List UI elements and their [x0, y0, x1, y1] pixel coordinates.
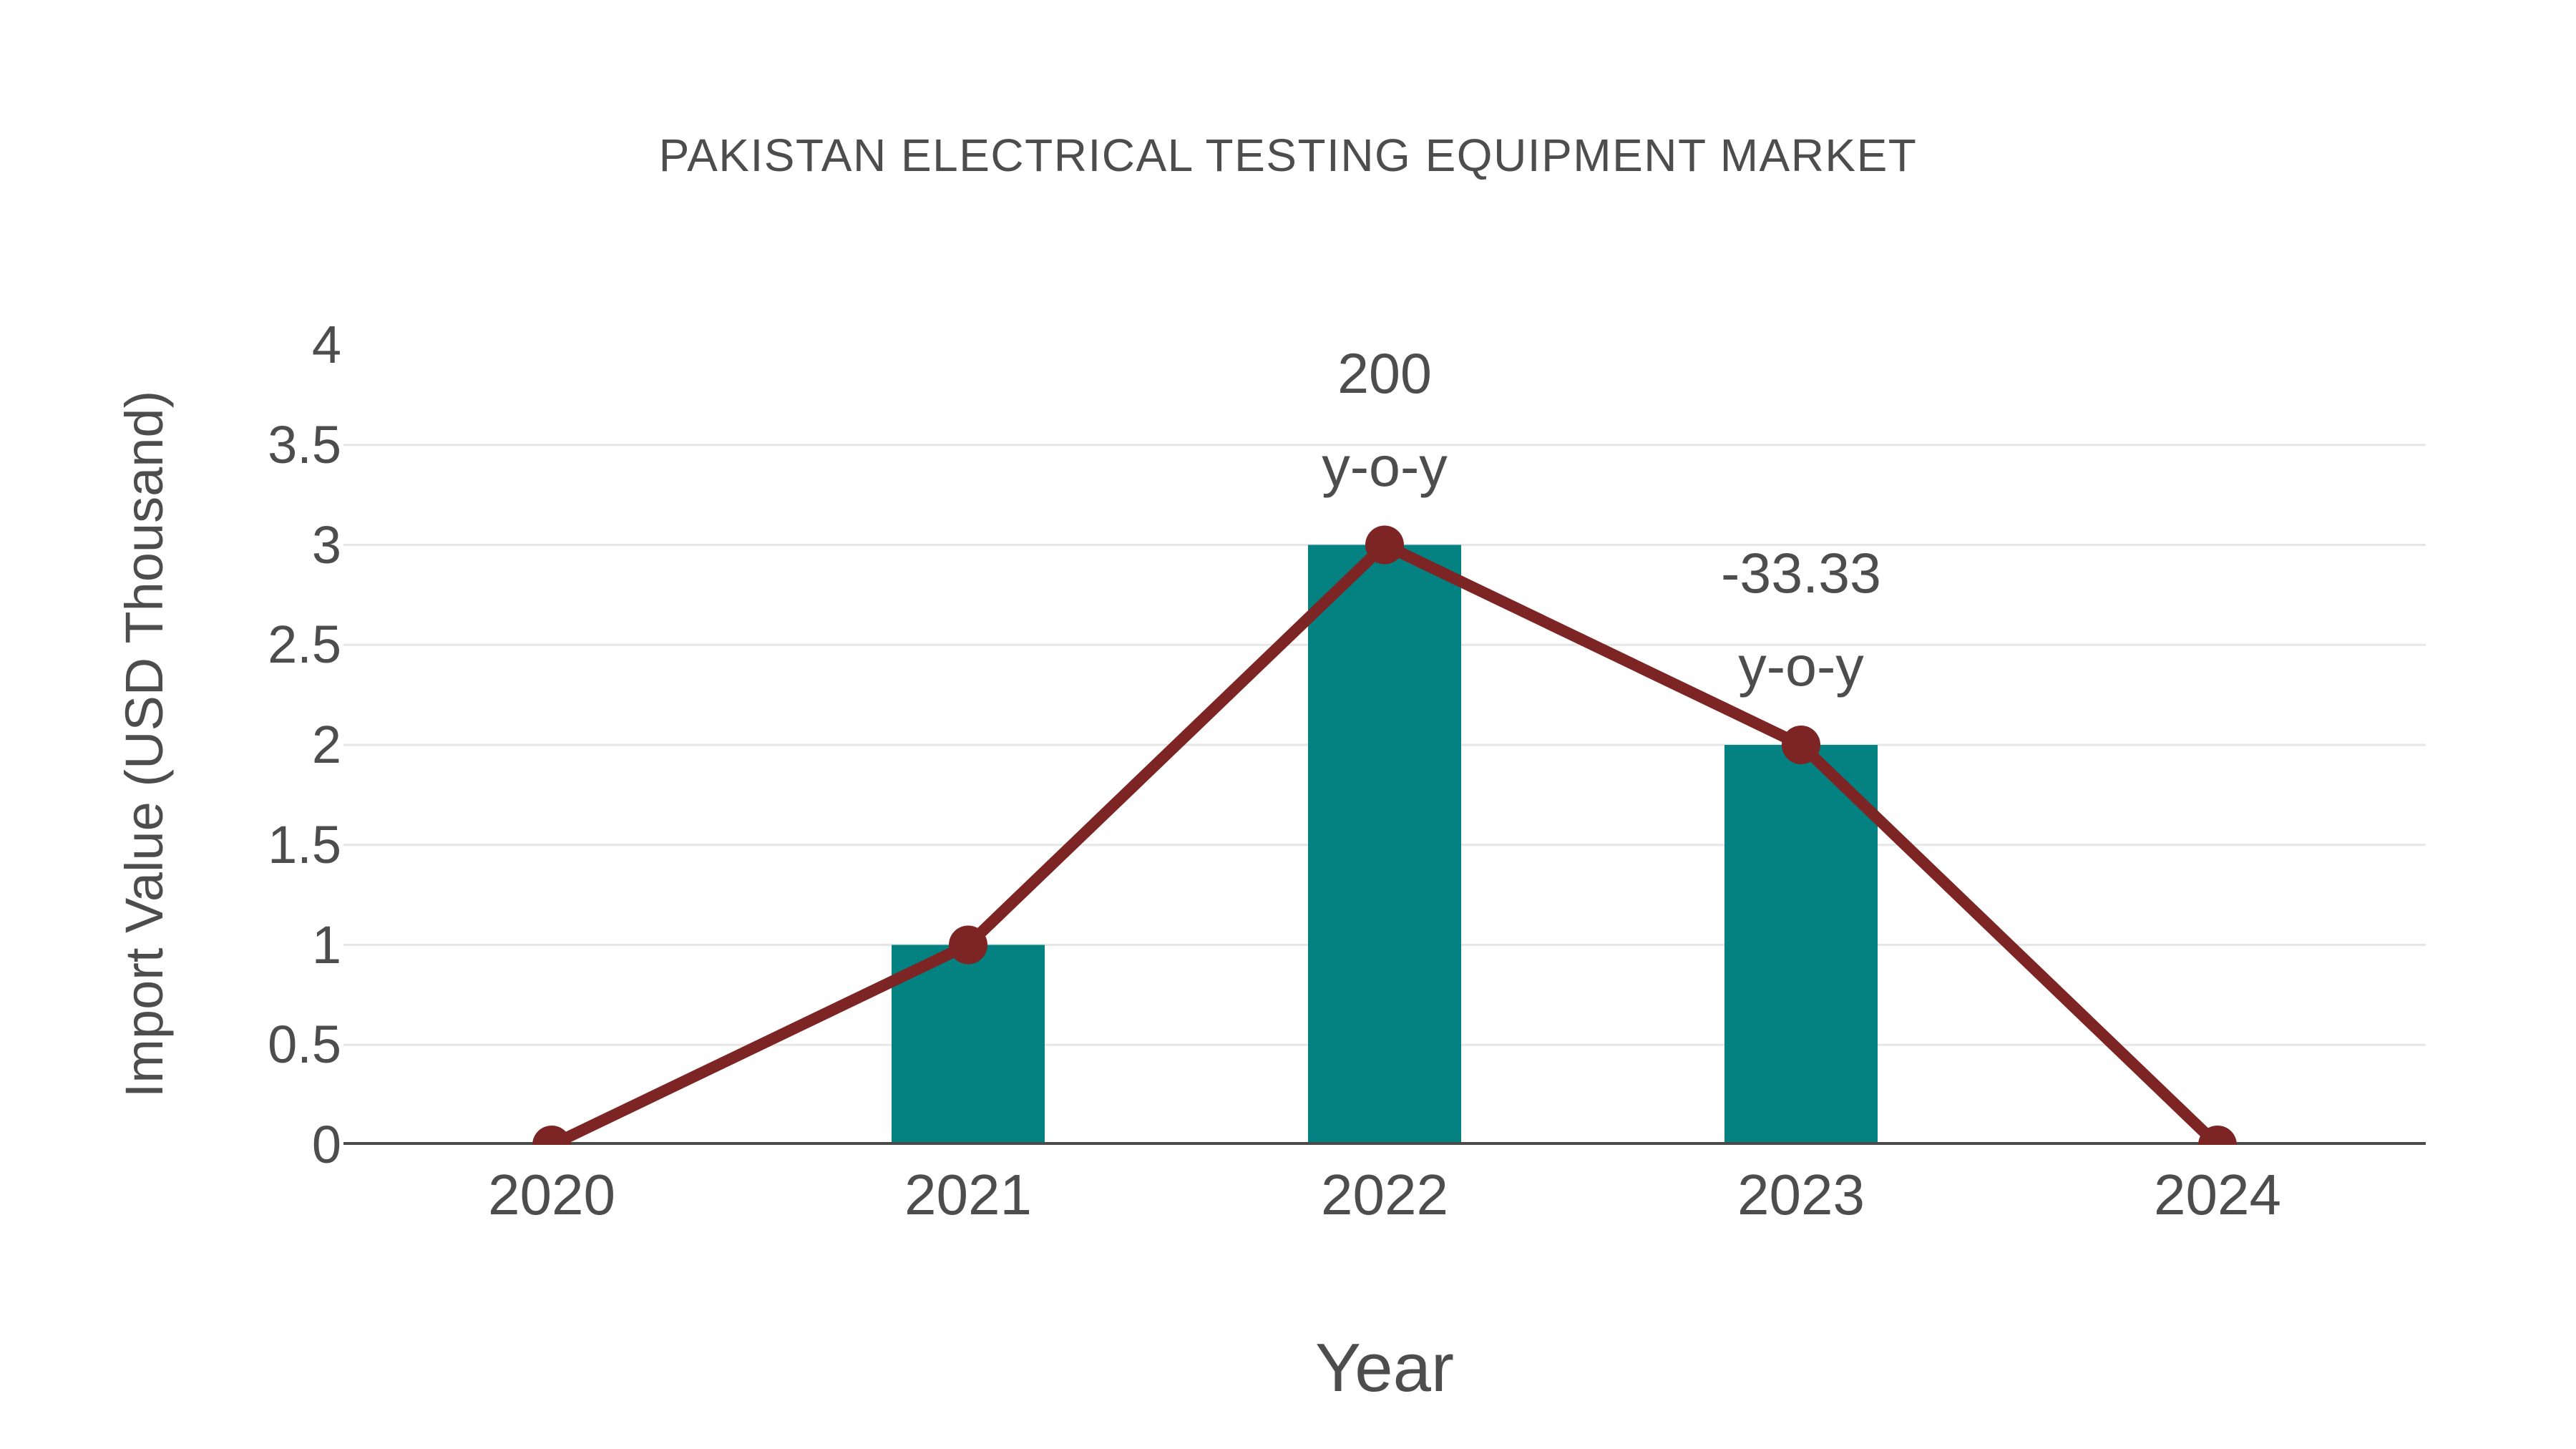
plot-area — [343, 444, 2426, 1145]
x-tick-label: 2021 — [904, 1163, 1032, 1226]
y-tick-label: 4 — [311, 315, 341, 374]
annotation-2022: 200 y-o-y — [1322, 327, 1448, 513]
bar-2022 — [1308, 545, 1461, 1145]
y-tick-label: 0 — [311, 1115, 341, 1174]
marker-2022 — [1365, 525, 1404, 565]
annotation-line: y-o-y — [1738, 634, 1864, 698]
marker-2023 — [1782, 726, 1820, 764]
chart-title: PAKISTAN ELECTRICAL TESTING EQUIPMENT MA… — [658, 130, 1918, 181]
x-tick-label: 2024 — [2154, 1163, 2281, 1226]
y-tick-label: 0.5 — [268, 1015, 341, 1075]
y-tick-label: 1.5 — [268, 814, 341, 874]
x-tick-label: 2022 — [1321, 1163, 1448, 1226]
y-tick-label: 2.5 — [268, 615, 341, 675]
bar-2021 — [892, 945, 1045, 1145]
y-tick-label: 3.5 — [268, 414, 341, 474]
annotation-line: -33.33 — [1720, 541, 1882, 605]
y-tick-label: 2 — [311, 715, 341, 774]
x-tick-label: 2020 — [488, 1163, 615, 1226]
annotation-2023: -33.33 y-o-y — [1721, 527, 1881, 713]
x-axis-title: Year — [1315, 1330, 1454, 1406]
marker-2020 — [532, 1126, 571, 1145]
annotation-line: 200 — [1337, 341, 1432, 405]
bar-2023 — [1724, 745, 1878, 1145]
y-tick-label: 3 — [311, 514, 341, 575]
y-tick-label: 1 — [311, 914, 341, 975]
marker-2024 — [2198, 1126, 2237, 1145]
marker-2021 — [949, 925, 987, 965]
annotation-line: y-o-y — [1322, 434, 1448, 498]
x-tick-label: 2023 — [1737, 1163, 1865, 1226]
